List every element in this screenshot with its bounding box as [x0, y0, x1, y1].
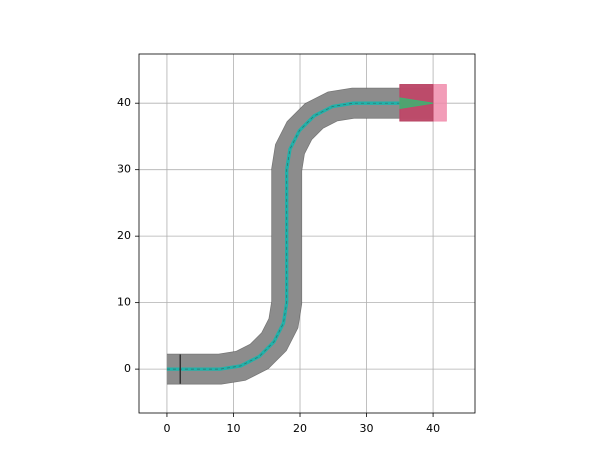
y-tick-label: 0	[124, 362, 131, 375]
axes-frame	[138, 53, 476, 414]
x-tick-label: 20	[293, 422, 307, 435]
y-tick-label: 10	[117, 296, 131, 309]
y-tick-label: 20	[117, 229, 131, 242]
y-tick-label: 30	[117, 163, 131, 176]
core-dash	[166, 102, 434, 370]
layout-polygon	[399, 97, 434, 109]
x-tick-label: 40	[426, 422, 440, 435]
x-tick-label: 30	[360, 422, 374, 435]
x-tick-label: 10	[226, 422, 240, 435]
x-tick-label: 0	[163, 422, 170, 435]
y-tick-label: 40	[117, 96, 131, 109]
